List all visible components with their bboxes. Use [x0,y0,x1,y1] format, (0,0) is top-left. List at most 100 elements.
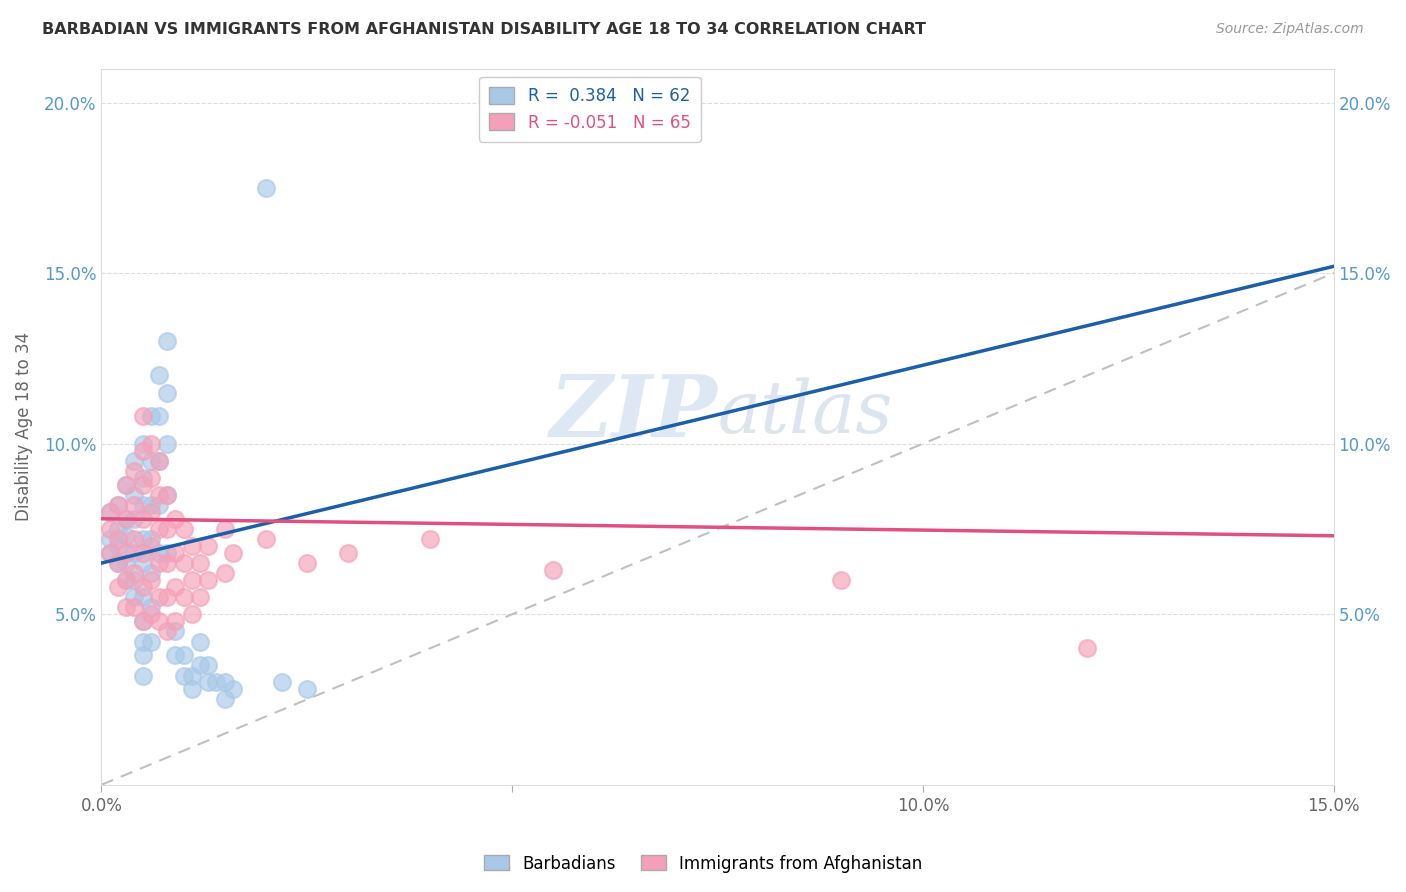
Point [98,546,121,560]
Point [156,488,179,502]
Point [139,505,162,519]
Point [165,512,187,526]
Point [115,477,138,491]
Point [165,614,187,628]
Point [124,532,146,546]
Point [156,556,179,570]
Point [180,573,202,587]
Point [165,624,187,639]
Point [148,614,170,628]
Point [115,512,138,526]
Text: atlas: atlas [717,377,893,448]
Point [148,498,170,512]
Point [156,624,179,639]
Point [131,546,153,560]
Point [543,563,565,577]
Point [139,454,162,468]
Point [139,436,162,450]
Point [139,634,162,648]
Point [148,409,170,424]
Point [214,522,236,536]
Point [98,505,121,519]
Point [98,532,121,546]
Point [139,498,162,512]
Point [131,498,153,512]
Point [419,532,441,546]
Point [131,634,153,648]
Point [188,590,211,604]
Point [131,668,153,682]
Point [107,580,129,594]
Point [139,566,162,581]
Point [173,668,195,682]
Point [148,522,170,536]
Point [148,454,170,468]
Point [165,546,187,560]
Point [131,614,153,628]
Point [148,546,170,560]
Point [148,454,170,468]
Point [131,532,153,546]
Point [124,454,146,468]
Point [156,436,179,450]
Point [214,675,236,690]
Point [156,546,179,560]
Point [131,471,153,485]
Point [156,522,179,536]
Point [124,600,146,615]
Point [197,658,219,673]
Point [180,539,202,553]
Point [148,590,170,604]
Point [295,556,318,570]
Point [148,556,170,570]
Point [180,607,202,622]
Point [131,409,153,424]
Point [107,556,129,570]
Point [115,573,138,587]
Point [124,488,146,502]
Point [295,682,318,697]
Point [197,675,219,690]
Point [271,675,294,690]
Point [165,580,187,594]
Legend: Barbadians, Immigrants from Afghanistan: Barbadians, Immigrants from Afghanistan [477,848,929,880]
Point [107,522,129,536]
Point [131,590,153,604]
Point [98,505,121,519]
Point [131,443,153,458]
Text: BARBADIAN VS IMMIGRANTS FROM AFGHANISTAN DISABILITY AGE 18 TO 34 CORRELATION CHA: BARBADIAN VS IMMIGRANTS FROM AFGHANISTAN… [42,22,927,37]
Point [156,385,179,400]
Point [98,522,121,536]
Point [254,181,277,195]
Point [139,573,162,587]
Point [156,488,179,502]
Point [173,556,195,570]
Point [139,532,162,546]
Point [139,607,162,622]
Point [222,546,245,560]
Point [139,471,162,485]
Point [115,477,138,491]
Text: Source: ZipAtlas.com: Source: ZipAtlas.com [1216,22,1364,37]
Point [98,546,121,560]
Point [115,556,138,570]
Point [107,556,129,570]
Point [107,498,129,512]
Point [173,590,195,604]
Point [214,692,236,706]
Point [197,573,219,587]
Point [131,556,153,570]
Point [115,600,138,615]
Point [139,409,162,424]
Point [107,539,129,553]
Point [131,512,153,526]
Point [165,648,187,662]
Point [830,573,852,587]
Point [188,658,211,673]
Point [115,512,138,526]
Point [124,498,146,512]
Point [139,600,162,615]
Point [205,675,228,690]
Point [131,614,153,628]
Y-axis label: Disability Age 18 to 34: Disability Age 18 to 34 [15,332,32,521]
